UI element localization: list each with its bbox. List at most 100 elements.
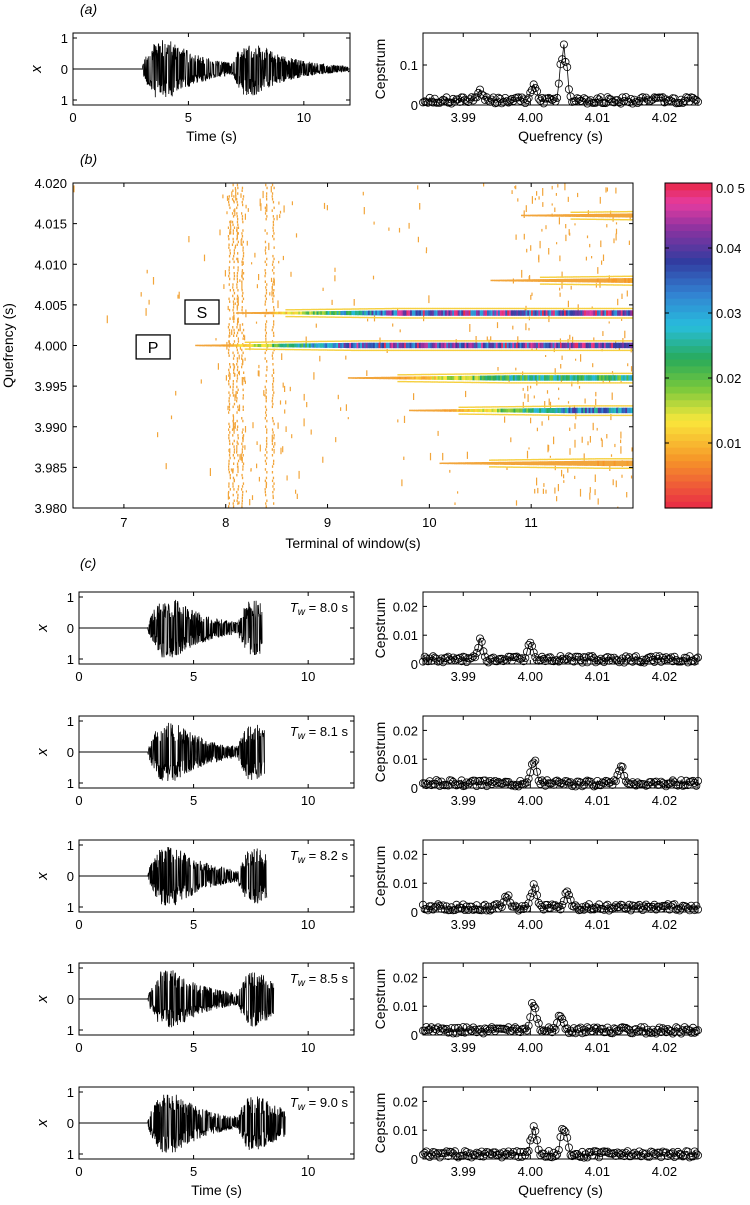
heatmap-cell xyxy=(629,349,632,352)
cepstrum-point xyxy=(533,87,542,96)
heatmap-cell xyxy=(453,340,456,342)
heatmap-cell xyxy=(564,375,567,381)
heatmap-cell xyxy=(401,380,404,383)
heatmap-cell xyxy=(233,448,236,451)
heatmap-cell xyxy=(467,409,470,412)
heatmap-cell xyxy=(516,382,519,384)
heatmap-cell xyxy=(468,462,472,465)
cepstrum-point xyxy=(533,891,542,900)
heatmap-cell xyxy=(570,214,573,217)
heatmap-cell xyxy=(611,349,614,352)
heatmap-cell xyxy=(233,274,236,278)
heatmap-cell xyxy=(272,314,275,318)
heatmap-cell xyxy=(388,310,391,316)
heatmap-cell xyxy=(253,344,256,347)
heatmap-cell xyxy=(600,437,602,441)
heatmap-cell xyxy=(533,414,536,416)
heatmap-cell xyxy=(266,436,268,440)
heatmap-cell xyxy=(232,493,234,497)
heatmap-cell xyxy=(237,488,239,491)
heatmap-cell xyxy=(552,214,555,217)
heatmap-cell xyxy=(264,468,267,471)
heatmap-cell xyxy=(342,308,345,310)
heatmap-cell xyxy=(374,340,377,342)
heatmap-cell xyxy=(573,372,576,375)
heatmap-cell xyxy=(561,276,565,278)
y-tick-label: 1 xyxy=(67,776,74,791)
heatmap-cell xyxy=(265,374,267,377)
heatmap-cell xyxy=(622,467,625,469)
heatmap-cell xyxy=(547,340,550,342)
heatmap-cell xyxy=(478,413,481,415)
heatmap-cell xyxy=(522,401,524,408)
heatmap-cell xyxy=(351,349,354,352)
heatmap-cell xyxy=(401,479,403,487)
heatmap-cell xyxy=(406,307,409,310)
heatmap-cell xyxy=(520,372,523,375)
heatmap-cell xyxy=(415,349,418,352)
heatmap-cell xyxy=(514,461,517,465)
heatmap-cell xyxy=(602,375,605,381)
heatmap-cell xyxy=(272,223,275,227)
cepstrum-point xyxy=(682,776,691,785)
heatmap-cell xyxy=(378,310,382,316)
heatmap-cell xyxy=(435,317,438,319)
heatmap-cell xyxy=(546,414,549,416)
heatmap-cell xyxy=(228,496,230,500)
cepstrum-point xyxy=(509,780,518,789)
heatmap-cell xyxy=(559,342,563,349)
heatmap-cell xyxy=(241,269,244,272)
heatmap-cell xyxy=(521,317,524,319)
heatmap-cell xyxy=(544,214,547,217)
heatmap-cell xyxy=(462,349,465,352)
heatmap-cell xyxy=(449,349,453,352)
heatmap-cell xyxy=(492,461,495,465)
heatmap-cell xyxy=(282,255,284,261)
heatmap-cell xyxy=(358,349,361,352)
heatmap-cell xyxy=(380,308,383,310)
heatmap-cell xyxy=(585,211,588,213)
heatmap-cell xyxy=(241,431,243,434)
heatmap-cell xyxy=(266,368,268,372)
heatmap-cell xyxy=(618,349,621,352)
heatmap-cell xyxy=(408,376,411,380)
heatmap-cell xyxy=(525,310,528,316)
heatmap-cell xyxy=(548,349,552,352)
colorbar-swatch xyxy=(665,243,712,252)
heatmap-cell xyxy=(219,344,222,347)
heatmap-cell xyxy=(241,212,243,215)
heatmap-cell xyxy=(492,307,495,310)
heatmap-cell xyxy=(625,213,628,218)
heatmap-cell xyxy=(596,211,599,213)
tw-value: = 8.1 s xyxy=(305,724,348,739)
heatmap-cell xyxy=(450,381,453,383)
heatmap-cell xyxy=(615,317,618,319)
heatmap-cell xyxy=(594,213,597,218)
heatmap-cell xyxy=(559,214,562,217)
heatmap-cell xyxy=(612,213,615,218)
heatmap-cell xyxy=(523,349,526,352)
heatmap-cell xyxy=(271,448,273,451)
heatmap-cell xyxy=(598,307,601,310)
heatmap-cell xyxy=(236,465,239,468)
heatmap-cell xyxy=(468,349,471,352)
heatmap-cell xyxy=(600,310,603,316)
heatmap-cell xyxy=(545,340,548,342)
cepstrum-point xyxy=(563,777,572,786)
heatmap-cell xyxy=(340,343,343,349)
heatmap-cell xyxy=(523,372,527,375)
heatmap-cell xyxy=(598,275,601,278)
heatmap-cell xyxy=(565,340,568,342)
heatmap-cell xyxy=(568,229,570,235)
heatmap-cell xyxy=(369,308,372,310)
heatmap-cell xyxy=(542,405,545,407)
heatmap-cell xyxy=(310,349,313,351)
heatmap-cell xyxy=(279,400,282,405)
heatmap-cell xyxy=(615,372,618,375)
x-tick-label: 4.00 xyxy=(518,669,543,684)
heatmap-cell xyxy=(542,202,544,207)
heatmap-cell xyxy=(426,317,429,319)
heatmap-cell xyxy=(533,375,536,381)
heatmap-cell xyxy=(585,342,588,349)
heatmap-cell xyxy=(388,227,390,231)
